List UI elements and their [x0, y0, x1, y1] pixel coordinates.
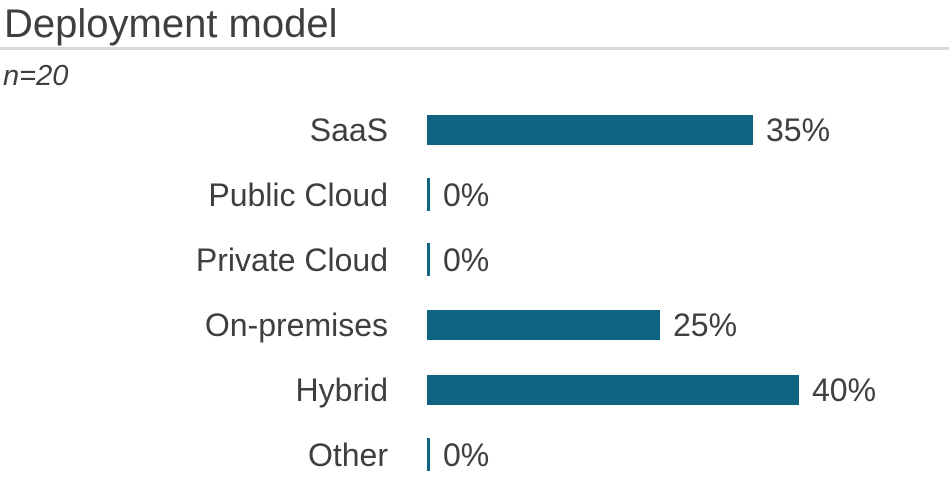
category-label: Other	[307, 436, 388, 473]
category-label: Private Cloud	[195, 241, 388, 278]
value-label: 0%	[443, 241, 490, 278]
value-label: 0%	[443, 436, 490, 473]
chart-row: Public Cloud 0%	[0, 162, 949, 227]
value-label: 40%	[812, 371, 877, 408]
bar	[427, 309, 660, 340]
value-label: 35%	[766, 111, 831, 148]
bar-area: 40%	[427, 372, 876, 408]
bar	[427, 178, 430, 211]
category-label: Hybrid	[295, 371, 388, 408]
bar-area: 0%	[427, 437, 489, 473]
category-label: On-premises	[204, 306, 388, 343]
chart-row: SaaS 35%	[0, 97, 949, 162]
chart-row: Hybrid 40%	[0, 357, 949, 422]
bar	[427, 114, 753, 145]
category-label: SaaS	[309, 111, 388, 148]
sample-size-label: n=20	[3, 60, 69, 92]
bar-area: 0%	[427, 242, 489, 278]
bar-area: 35%	[427, 112, 830, 148]
value-label: 25%	[673, 306, 738, 343]
bar-area: 0%	[427, 177, 489, 213]
bar	[427, 374, 799, 405]
chart-row: Private Cloud 0%	[0, 227, 949, 292]
chart-title: Deployment model	[0, 0, 949, 50]
value-label: 0%	[443, 176, 490, 213]
chart-row: On-premises 25%	[0, 292, 949, 357]
category-label: Public Cloud	[208, 176, 388, 213]
chart-row: Other 0%	[0, 422, 949, 487]
bar-chart: SaaS 35% Public Cloud 0% Private Cloud 0…	[0, 97, 949, 487]
bar	[427, 438, 430, 471]
bar-area: 25%	[427, 307, 737, 343]
bar	[427, 243, 430, 276]
